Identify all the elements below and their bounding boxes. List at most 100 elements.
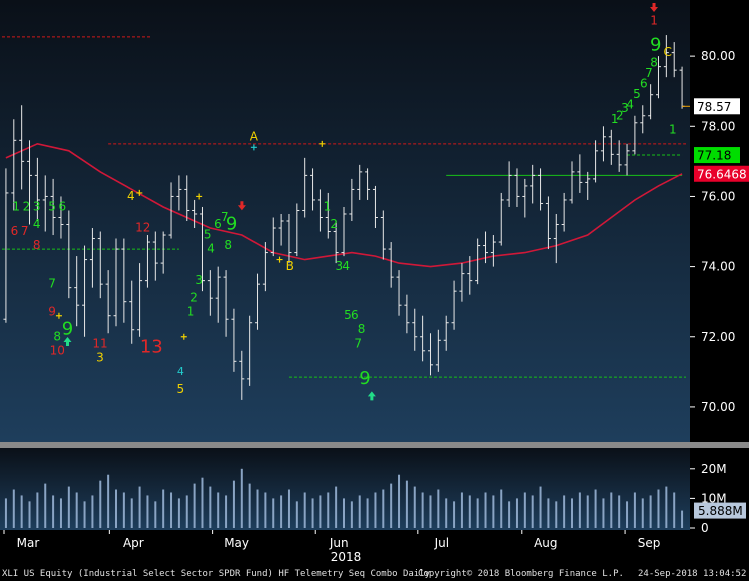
volume-bar (240, 468, 243, 528)
month-label: Apr (123, 536, 144, 550)
sequential-count-label: 5 (177, 382, 185, 396)
volume-bar (555, 501, 558, 528)
ohlc-bar (152, 231, 158, 281)
price-axis-background (690, 0, 749, 442)
ohlc-bar (412, 308, 418, 351)
volume-bar (484, 492, 487, 528)
sequential-count-label: 6 (59, 199, 67, 213)
volume-bar (657, 489, 660, 528)
ohlc-bar (3, 168, 9, 323)
ohlc-bar (451, 280, 457, 330)
volume-bar (185, 495, 188, 528)
volume-label-text: 5.888M (698, 504, 743, 518)
ohlc-bar (34, 157, 40, 221)
volume-bar (272, 498, 275, 528)
volume-bar (201, 477, 204, 528)
volume-bar (445, 498, 448, 528)
ohlc-bar (97, 231, 103, 299)
volume-bar (515, 498, 518, 528)
sequential-count-label: 4 (342, 259, 350, 273)
sequential-count-label: 7 (354, 336, 362, 350)
sequential-count-label: 9 (650, 35, 661, 56)
ohlc-bar (538, 168, 544, 211)
sequential-count-label: 3 (621, 101, 629, 115)
ohlc-bar (239, 350, 245, 400)
volume-bar (217, 492, 220, 528)
volume-bar (468, 495, 471, 528)
volume-bar (319, 495, 322, 528)
sequential-count-label: 12 (135, 221, 150, 235)
sequential-count-label: 9 (226, 214, 237, 235)
ohlc-bar (89, 228, 95, 288)
volume-bar (578, 492, 581, 528)
ohlc-bar (333, 221, 339, 264)
price-tick-label: 76.00 (701, 189, 735, 203)
ohlc-bar (577, 154, 583, 193)
pane-divider (0, 442, 749, 448)
price-tick-label: 70.00 (701, 400, 735, 414)
volume-tick-label: 0 (701, 521, 709, 535)
volume-bar (52, 495, 55, 528)
ohlc-bar (404, 294, 410, 334)
price-label-text: 76.6468 (697, 167, 747, 181)
price-tick-label: 78.00 (701, 119, 735, 133)
month-label: Sep (638, 536, 661, 550)
ohlc-bar (82, 245, 88, 337)
price-label-box (694, 165, 749, 182)
volume-bar (154, 501, 157, 528)
volume-bar (36, 492, 39, 528)
moving-average (5, 142, 683, 268)
ohlc-bar (199, 206, 205, 292)
ohlc-bar (530, 164, 536, 204)
volume-bar (67, 486, 70, 528)
ohlc-bar (341, 206, 347, 257)
ohlc-bar (74, 256, 80, 327)
price-label-box (694, 98, 740, 115)
volume-bar (280, 495, 283, 528)
sequential-count-label: 4 (626, 98, 634, 112)
volume-bars (4, 468, 684, 528)
ohlc-bar (624, 143, 630, 176)
sequential-count-label: 3 (336, 259, 344, 273)
volume-bar (626, 501, 629, 528)
last-value-labels: 78.57 77.18 76.6468 5.888M (694, 98, 749, 519)
volume-bar (335, 486, 338, 528)
buy-arrow-icon (367, 391, 376, 401)
volume-bar (523, 492, 526, 528)
sequential-count-label: 5 (48, 199, 56, 213)
sequential-count-label: 8 (53, 329, 61, 343)
volume-bar (594, 489, 597, 528)
ohlc-bar (663, 35, 669, 78)
volume-bar (382, 489, 385, 528)
ohlc-bar (66, 210, 72, 299)
volume-bar (232, 480, 235, 528)
sequential-count-label: 4 (33, 217, 41, 231)
price-bars (3, 35, 690, 400)
volume-bar (547, 498, 550, 528)
ohlc-bar (184, 175, 190, 221)
ohlc-bar (192, 199, 198, 229)
volume-bar (610, 492, 613, 528)
sequential-count-label: 7 (221, 210, 229, 224)
month-label: May (224, 536, 249, 550)
plus-mark (136, 189, 143, 196)
sequential-count-label: 3 (195, 273, 203, 287)
sequential-count-label: 2 (616, 108, 624, 122)
month-label: Aug (534, 536, 557, 550)
sequential-count-label: 6 (214, 217, 222, 231)
ohlc-bar (443, 315, 449, 351)
sequential-count-label: 7 (48, 277, 56, 291)
sequential-count-label: 5 (344, 308, 352, 322)
ohlc-bar (215, 266, 221, 323)
price-label-text: 77.18 (697, 149, 731, 163)
ohlc-bar (490, 235, 496, 267)
plus-mark (196, 193, 203, 200)
sequential-count-label: 10 (50, 343, 65, 357)
volume-bar (633, 492, 636, 528)
volume-bar (311, 498, 314, 528)
sequential-count-label: 1 (12, 199, 20, 213)
ohlc-bar (223, 270, 229, 337)
price-label-text: 78.57 (697, 100, 731, 114)
volume-bar (44, 483, 47, 528)
volume-bar (665, 486, 668, 528)
